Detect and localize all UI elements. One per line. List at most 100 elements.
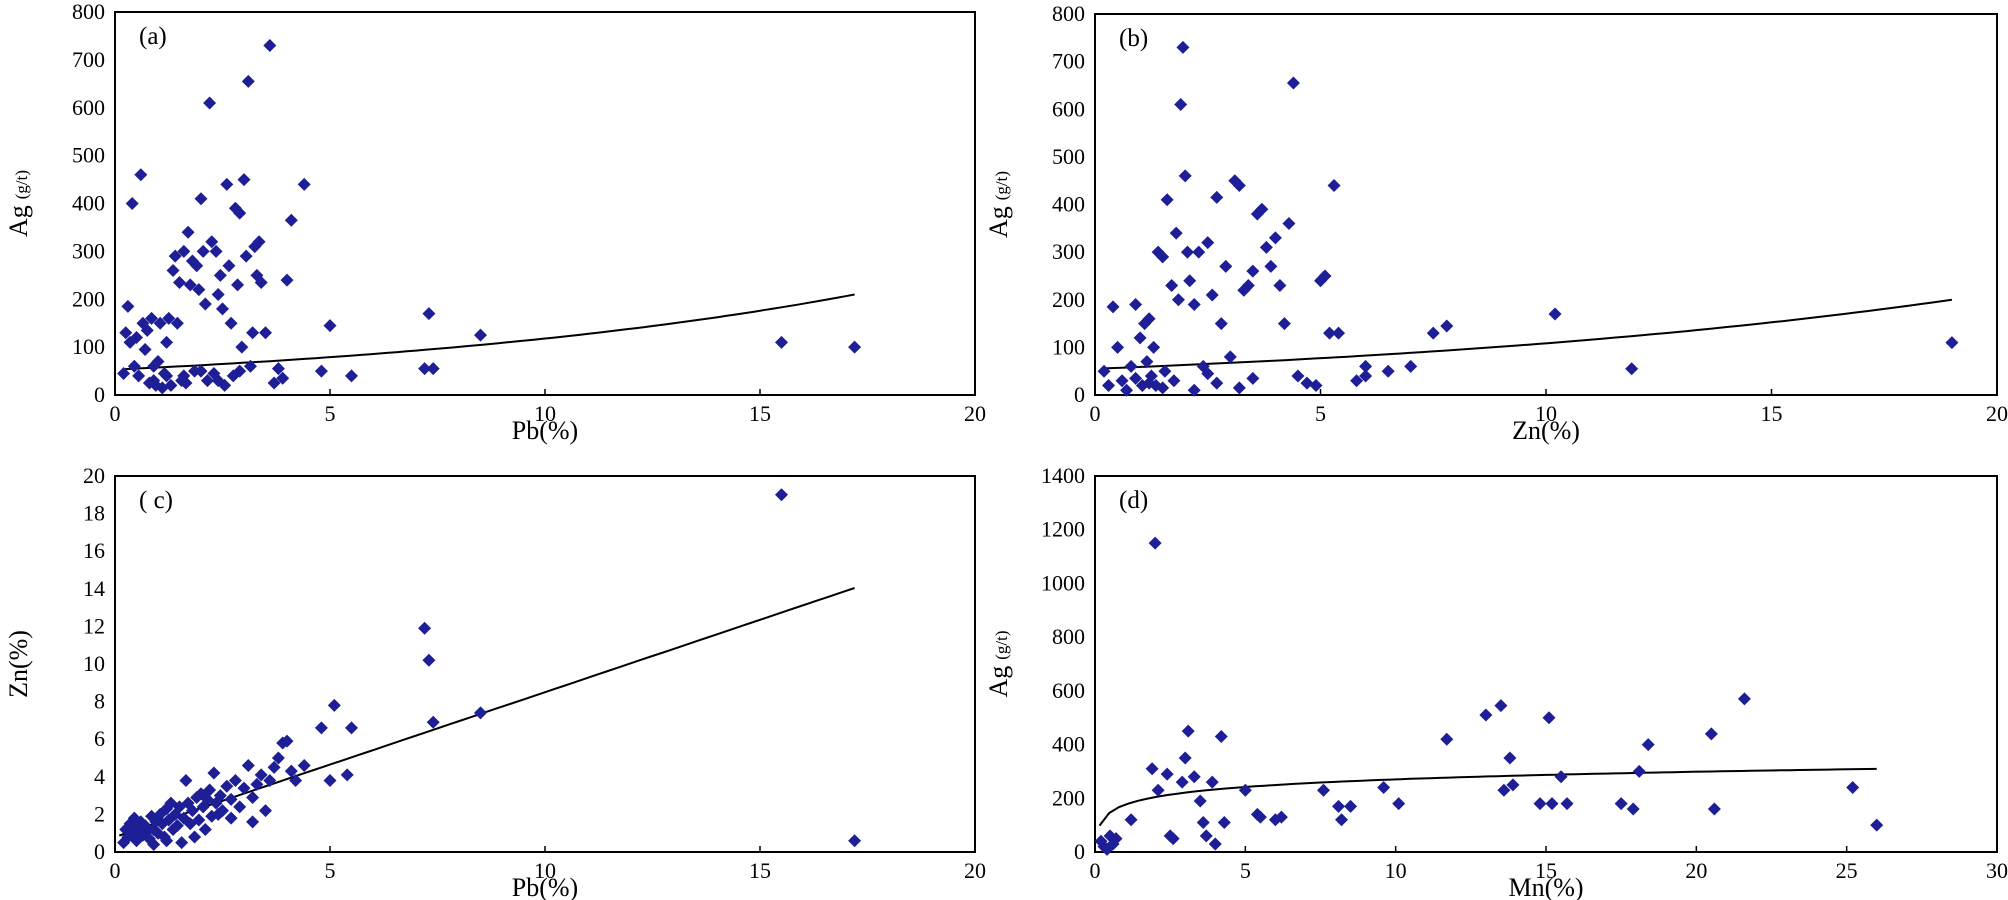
panel-b-data-point — [1318, 269, 1332, 283]
panel-c-data-point — [848, 834, 862, 848]
panel-d-plot-frame — [1094, 475, 1998, 853]
panel-b-y-tick-label: 800 — [1052, 1, 1085, 26]
panel-c-y-tick-label: 2 — [94, 801, 105, 826]
panel-a-data-point — [153, 316, 167, 330]
panel-c-data-point — [259, 804, 272, 818]
panel-d-data-point — [1178, 751, 1192, 765]
panel-c-data-point — [327, 698, 341, 712]
panel-c-y-axis-title: Zn(%) — [4, 630, 33, 698]
panel-b-data-point — [1426, 326, 1440, 340]
panel-a-data-point — [162, 311, 176, 325]
panel-c-data-point — [314, 721, 328, 735]
panel-a-data-point — [216, 302, 229, 316]
panel-c-data-point — [224, 792, 238, 806]
panel-a-data-point — [280, 273, 294, 287]
panel-d-y-axis-label: Ag (g/t) — [984, 630, 1013, 697]
panel-c-y-tick-label: 4 — [94, 764, 105, 789]
panel-a-data-point — [259, 326, 272, 340]
panel-d-data-point — [1503, 751, 1517, 765]
panel-c-data-point — [426, 715, 440, 729]
panel-b-data-point — [1129, 371, 1143, 385]
panel-d-y-axis-unit: (g/t) — [992, 630, 1011, 659]
panel-d-data-point — [1148, 536, 1162, 550]
panel-b-y-axis-title: Ag — [984, 206, 1013, 238]
panel-d-data-point — [1109, 832, 1123, 846]
panel-c-y-tick-label: 12 — [83, 613, 105, 638]
panel-d-data-point — [1737, 692, 1751, 706]
panel-a-data-point — [224, 316, 238, 330]
panel-b-y-tick-label: 400 — [1052, 192, 1085, 217]
panel-a-trend-line — [123, 293, 855, 371]
panel-d-data-point — [1199, 829, 1213, 843]
panel-a-data-point — [323, 319, 337, 333]
panel-a-data-point — [276, 371, 290, 385]
panel-d-data-point — [1196, 815, 1210, 829]
panel-c-data-point — [418, 621, 432, 635]
panel-a-data-point — [243, 359, 257, 373]
panel-c-data-point — [254, 768, 268, 782]
panel-a-data-point — [239, 249, 253, 263]
panel-b-data-point — [1300, 376, 1314, 390]
panel-b-data-point — [1187, 298, 1201, 312]
panel-b-data-point — [1133, 331, 1147, 345]
panel-d-data-point — [1377, 781, 1391, 795]
panel-a-data-point — [194, 364, 208, 378]
panel-c-y-tick-label: 14 — [83, 576, 105, 601]
panel-a-data-point — [117, 366, 131, 380]
panel-d-data-point — [1274, 810, 1288, 824]
panel-c-x-axis-label: Pb(%) — [512, 873, 578, 900]
panel-a-data-point — [263, 39, 277, 53]
panel-c-y-tick-label: 10 — [83, 651, 105, 676]
panel-a-data-point — [222, 259, 236, 273]
panel-a-data-point — [252, 235, 266, 249]
panel-b-data-point — [1264, 259, 1278, 273]
panel-b-data-point — [1140, 355, 1154, 369]
panel-b-data-point — [1350, 374, 1364, 388]
panel-a-data-point — [147, 374, 161, 388]
panel-a-data-point — [140, 323, 154, 337]
panel-c-data-point — [203, 783, 217, 797]
panel-b-data-point — [1160, 193, 1174, 207]
panel-d-data-point — [1181, 724, 1195, 738]
panel-b-data-point — [1187, 383, 1201, 397]
panel-a-data-point — [183, 278, 197, 292]
panel-a-label: (a) — [139, 23, 167, 50]
panel-a-data-point — [192, 283, 206, 297]
panel-a-y-tick-label: 600 — [72, 95, 105, 120]
panel-a-x-axis-label: Pb(%) — [512, 416, 578, 445]
panel-d-x-tick-label: 25 — [1836, 858, 1858, 883]
panel-c-data-point — [224, 811, 238, 825]
panel-a-data-point — [254, 275, 268, 289]
panel-b-data-point — [1332, 326, 1346, 340]
panel-b-data-point — [1268, 231, 1282, 245]
panel-c-x-tick-label: 15 — [749, 858, 771, 883]
panel-b-data-point — [1359, 359, 1373, 373]
panel-b-data-point — [1359, 369, 1373, 383]
panel-b-data-point — [1174, 97, 1188, 111]
panel-a-x-tick-label: 10 — [534, 401, 556, 426]
panel-a-x-tick-label: 15 — [749, 401, 771, 426]
panel-b-data-point — [1381, 364, 1395, 378]
panel-d-data-point — [1166, 832, 1180, 846]
panel-c-y-tick-label: 16 — [83, 538, 105, 563]
panel-c-data-point — [198, 822, 212, 836]
panel-b-data-point — [1945, 336, 1959, 350]
panel-b-data-point — [1129, 298, 1143, 312]
panel-c: 0 5 10 15 20 0 2 4 6 8 10 12 14 16 18 20 Pb(%) Zn(%) ( c) — [4, 463, 986, 900]
panel-a-plot-frame — [114, 11, 976, 396]
panel-d-data-point — [1175, 775, 1189, 789]
panel-b-data-point — [1147, 340, 1161, 354]
panel-d-y-tick-label: 600 — [1052, 678, 1085, 703]
panel-d-data-point — [1560, 797, 1574, 811]
panel-a: 0 5 10 15 200100200300400500600700800Pb(%)Ag… — [4, 0, 986, 445]
panel-d-data-point — [1554, 770, 1568, 784]
panel-c-data-point — [213, 789, 227, 803]
panel-a-data-point — [211, 374, 225, 388]
panel-d-data-point — [1641, 738, 1655, 752]
panel-d-data-point — [1187, 770, 1201, 784]
panel-a-data-point — [418, 362, 432, 376]
panel-b-data-point — [1440, 319, 1454, 333]
panel-c-data-point — [185, 804, 199, 818]
panel-a-data-point — [121, 299, 135, 313]
panel-a-data-point — [233, 364, 247, 378]
